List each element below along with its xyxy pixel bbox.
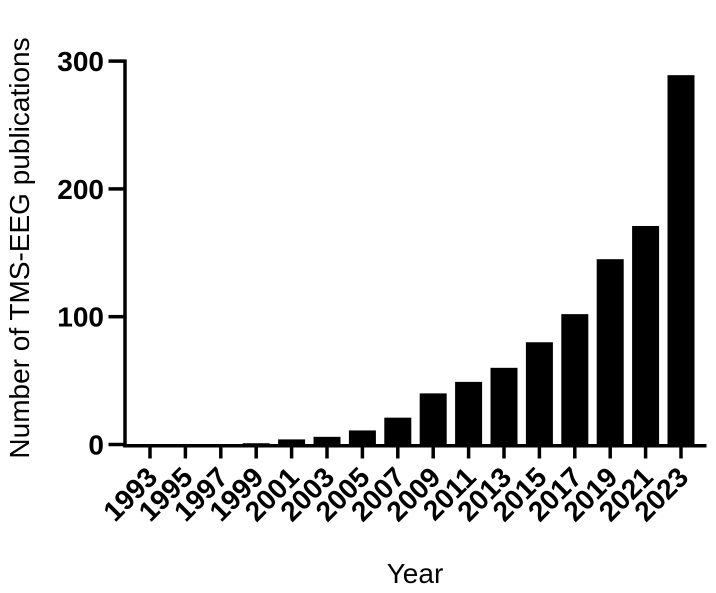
y-tick-label-0: 0 (88, 430, 104, 461)
y-tick-label-100: 100 (57, 302, 104, 333)
bar-2023 (667, 75, 695, 448)
bar-2003 (313, 436, 341, 447)
bar-2015 (525, 342, 553, 447)
bar-1999 (242, 443, 270, 447)
tick-labels-group: 0100200300199319951997199920012003200520… (57, 46, 694, 527)
bar-2017 (561, 314, 589, 447)
bar-2001 (278, 439, 306, 447)
x-axis-title: Year (387, 558, 444, 589)
bar-2011 (455, 381, 483, 447)
y-tick-label-200: 200 (57, 174, 104, 205)
bar-2005 (348, 430, 376, 447)
bar-2013 (490, 367, 518, 447)
bar-2007 (384, 417, 412, 447)
y-tick-label-300: 300 (57, 46, 104, 77)
bar-2009 (419, 393, 447, 447)
y-axis-title: Number of TMS-EEG publications (4, 37, 35, 458)
bar-2021 (632, 225, 660, 447)
bars-group (242, 75, 695, 448)
bar-2019 (596, 259, 624, 447)
